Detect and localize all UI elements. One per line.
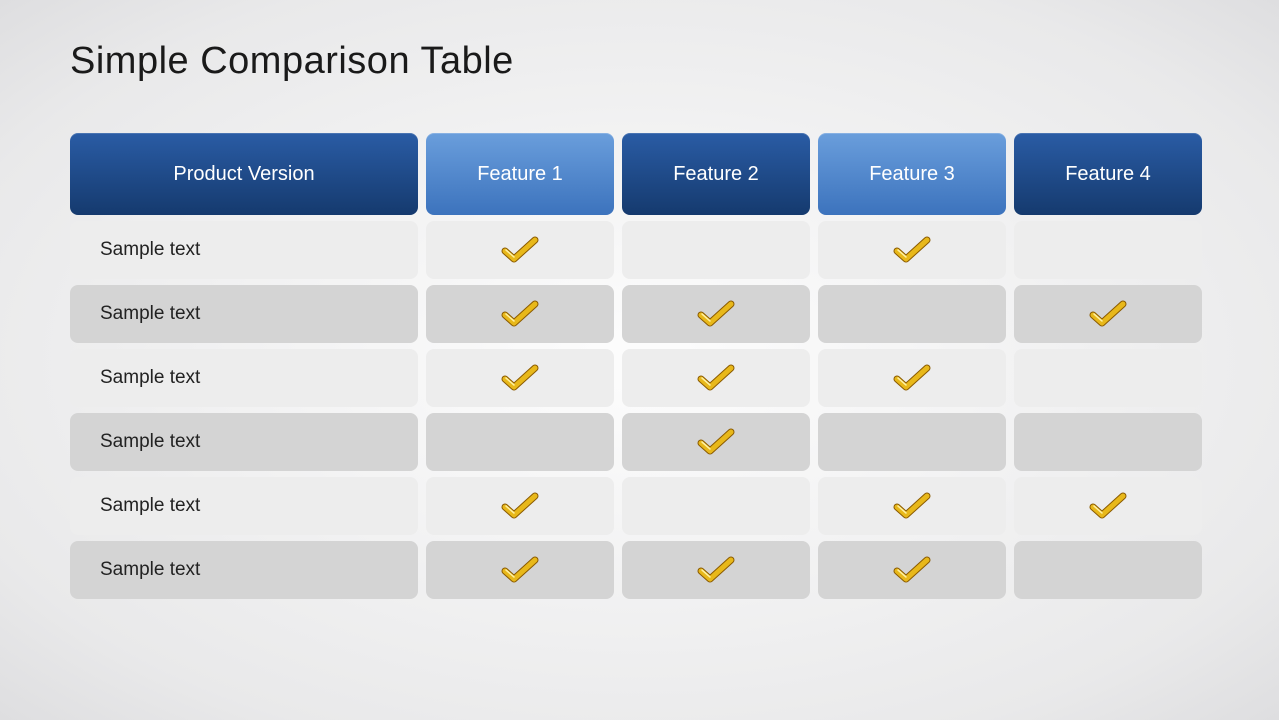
table-row: Sample text [70,221,1209,279]
column-header-product: Product Version [70,133,418,215]
row-label: Sample text [70,221,418,279]
feature-cell [426,541,614,599]
feature-cell [1014,349,1202,407]
feature-cell [622,477,810,535]
check-icon [501,364,539,392]
feature-cell [622,285,810,343]
table-row: Sample text [70,413,1209,471]
feature-cell [426,477,614,535]
check-icon [501,556,539,584]
check-icon [893,236,931,264]
feature-cell [426,413,614,471]
check-icon [1089,492,1127,520]
table-row: Sample text [70,541,1209,599]
column-header-feature1: Feature 1 [426,133,614,215]
feature-cell [1014,413,1202,471]
row-label: Sample text [70,285,418,343]
feature-cell [622,221,810,279]
feature-cell [818,285,1006,343]
feature-cell [426,349,614,407]
row-label: Sample text [70,413,418,471]
row-label: Sample text [70,349,418,407]
column-header-feature3: Feature 3 [818,133,1006,215]
feature-cell [1014,477,1202,535]
feature-cell [818,413,1006,471]
check-icon [501,300,539,328]
feature-cell [622,349,810,407]
feature-cell [622,413,810,471]
check-icon [697,300,735,328]
check-icon [697,364,735,392]
check-icon [697,428,735,456]
slide: Simple Comparison Table Product Version … [0,0,1279,720]
table-row: Sample text [70,285,1209,343]
check-icon [893,556,931,584]
feature-cell [426,285,614,343]
feature-cell [1014,285,1202,343]
feature-cell [1014,221,1202,279]
column-header-feature2: Feature 2 [622,133,810,215]
feature-cell [622,541,810,599]
feature-cell [818,221,1006,279]
feature-cell [1014,541,1202,599]
column-header-feature4: Feature 4 [1014,133,1202,215]
check-icon [893,364,931,392]
table-row: Sample text [70,477,1209,535]
check-icon [893,492,931,520]
feature-cell [818,477,1006,535]
check-icon [501,236,539,264]
feature-cell [818,349,1006,407]
table-row: Sample text [70,349,1209,407]
check-icon [1089,300,1127,328]
check-icon [697,556,735,584]
feature-cell [426,221,614,279]
slide-title: Simple Comparison Table [70,40,1209,83]
row-label: Sample text [70,477,418,535]
row-label: Sample text [70,541,418,599]
check-icon [501,492,539,520]
comparison-table: Product Version Feature 1 Feature 2 Feat… [70,133,1209,599]
table-header-row: Product Version Feature 1 Feature 2 Feat… [70,133,1209,215]
feature-cell [818,541,1006,599]
